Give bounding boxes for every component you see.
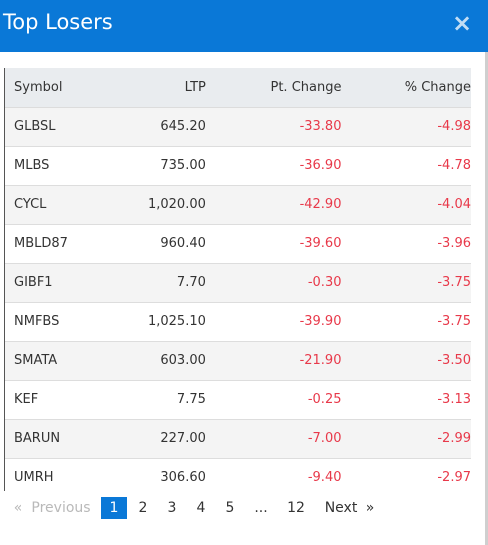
modal-header: Top Losers × xyxy=(0,0,488,52)
close-icon[interactable]: × xyxy=(452,9,473,37)
cell-symbol: NMFBS xyxy=(5,302,128,342)
cell-pt-change: -21.90 xyxy=(205,341,342,381)
cell-symbol: UMRH xyxy=(5,458,128,491)
pagination: « Previous 1 2 3 4 5 ... 12 Next » xyxy=(0,497,488,521)
table-row[interactable]: UMRH 306.60 -9.40 -2.97 xyxy=(5,458,471,491)
next-button[interactable]: Next xyxy=(324,500,358,516)
cell-pt-change: -42.90 xyxy=(205,185,342,225)
modal-edge xyxy=(485,52,488,545)
cell-pct-change: -3.75 xyxy=(341,263,471,303)
cell-symbol: MLBS xyxy=(5,146,128,186)
cell-ltp: 227.00 xyxy=(127,419,206,459)
cell-pct-change: -3.50 xyxy=(341,341,471,381)
pagination-ellipsis: ... xyxy=(254,500,268,516)
cell-ltp: 306.60 xyxy=(127,458,206,491)
cell-pct-change: -4.04 xyxy=(341,185,471,225)
table-row[interactable]: MBLD87 960.40 -39.60 -3.96 xyxy=(5,224,471,264)
cell-ltp: 7.70 xyxy=(127,263,206,303)
cell-pct-change: -3.13 xyxy=(341,380,471,420)
cell-symbol: CYCL xyxy=(5,185,128,225)
page-1-button[interactable]: 1 xyxy=(101,497,127,519)
table-row[interactable]: BARUN 227.00 -7.00 -2.99 xyxy=(5,419,471,459)
cell-symbol: GLBSL xyxy=(5,107,128,147)
header-symbol[interactable]: Symbol xyxy=(5,68,128,108)
page-5-button[interactable]: 5 xyxy=(225,500,235,516)
table-row[interactable]: NMFBS 1,025.10 -39.90 -3.75 xyxy=(5,302,471,342)
page-2-button[interactable]: 2 xyxy=(138,500,148,516)
cell-ltp: 1,025.10 xyxy=(127,302,206,342)
cell-ltp: 7.75 xyxy=(127,380,206,420)
next-arrow[interactable]: » xyxy=(365,500,375,516)
previous-arrow: « xyxy=(13,500,23,516)
top-losers-table: Symbol LTP Pt. Change % Change GLBSL 645.… xyxy=(5,68,471,491)
cell-pt-change: -0.30 xyxy=(205,263,342,303)
cell-ltp: 603.00 xyxy=(127,341,206,381)
cell-pct-change: -2.99 xyxy=(341,419,471,459)
top-losers-table-container[interactable]: Symbol LTP Pt. Change % Change GLBSL 645.… xyxy=(4,68,471,491)
cell-pct-change: -3.96 xyxy=(341,224,471,264)
cell-pct-change: -4.98 xyxy=(341,107,471,147)
cell-pt-change: -39.90 xyxy=(205,302,342,342)
header-pt-change[interactable]: Pt. Change xyxy=(205,68,342,108)
cell-pt-change: -39.60 xyxy=(205,224,342,264)
cell-symbol: KEF xyxy=(5,380,128,420)
header-ltp[interactable]: LTP xyxy=(127,68,206,108)
cell-pt-change: -36.90 xyxy=(205,146,342,186)
cell-pct-change: -4.78 xyxy=(341,146,471,186)
page-4-button[interactable]: 4 xyxy=(196,500,206,516)
cell-pt-change: -0.25 xyxy=(205,380,342,420)
cell-pt-change: -33.80 xyxy=(205,107,342,147)
cell-ltp: 735.00 xyxy=(127,146,206,186)
cell-symbol: SMATA xyxy=(5,341,128,381)
cell-symbol: MBLD87 xyxy=(5,224,128,264)
modal-title: Top Losers xyxy=(3,10,113,34)
header-pct-change[interactable]: % Change xyxy=(341,68,471,108)
table-row[interactable]: MLBS 735.00 -36.90 -4.78 xyxy=(5,146,471,186)
page-3-button[interactable]: 3 xyxy=(167,500,177,516)
cell-ltp: 960.40 xyxy=(127,224,206,264)
previous-button: Previous xyxy=(31,500,91,516)
cell-pct-change: -2.97 xyxy=(341,458,471,491)
cell-ltp: 1,020.00 xyxy=(127,185,206,225)
table-header-row: Symbol LTP Pt. Change % Change xyxy=(5,68,471,108)
table-row[interactable]: SMATA 603.00 -21.90 -3.50 xyxy=(5,341,471,381)
cell-symbol: GIBF1 xyxy=(5,263,128,303)
table-row[interactable]: KEF 7.75 -0.25 -3.13 xyxy=(5,380,471,420)
cell-pct-change: -3.75 xyxy=(341,302,471,342)
table-row[interactable]: CYCL 1,020.00 -42.90 -4.04 xyxy=(5,185,471,225)
table-row[interactable]: GLBSL 645.20 -33.80 -4.98 xyxy=(5,107,471,147)
cell-symbol: BARUN xyxy=(5,419,128,459)
page-12-button[interactable]: 12 xyxy=(287,500,305,516)
cell-pt-change: -9.40 xyxy=(205,458,342,491)
cell-ltp: 645.20 xyxy=(127,107,206,147)
table-row[interactable]: GIBF1 7.70 -0.30 -3.75 xyxy=(5,263,471,303)
cell-pt-change: -7.00 xyxy=(205,419,342,459)
